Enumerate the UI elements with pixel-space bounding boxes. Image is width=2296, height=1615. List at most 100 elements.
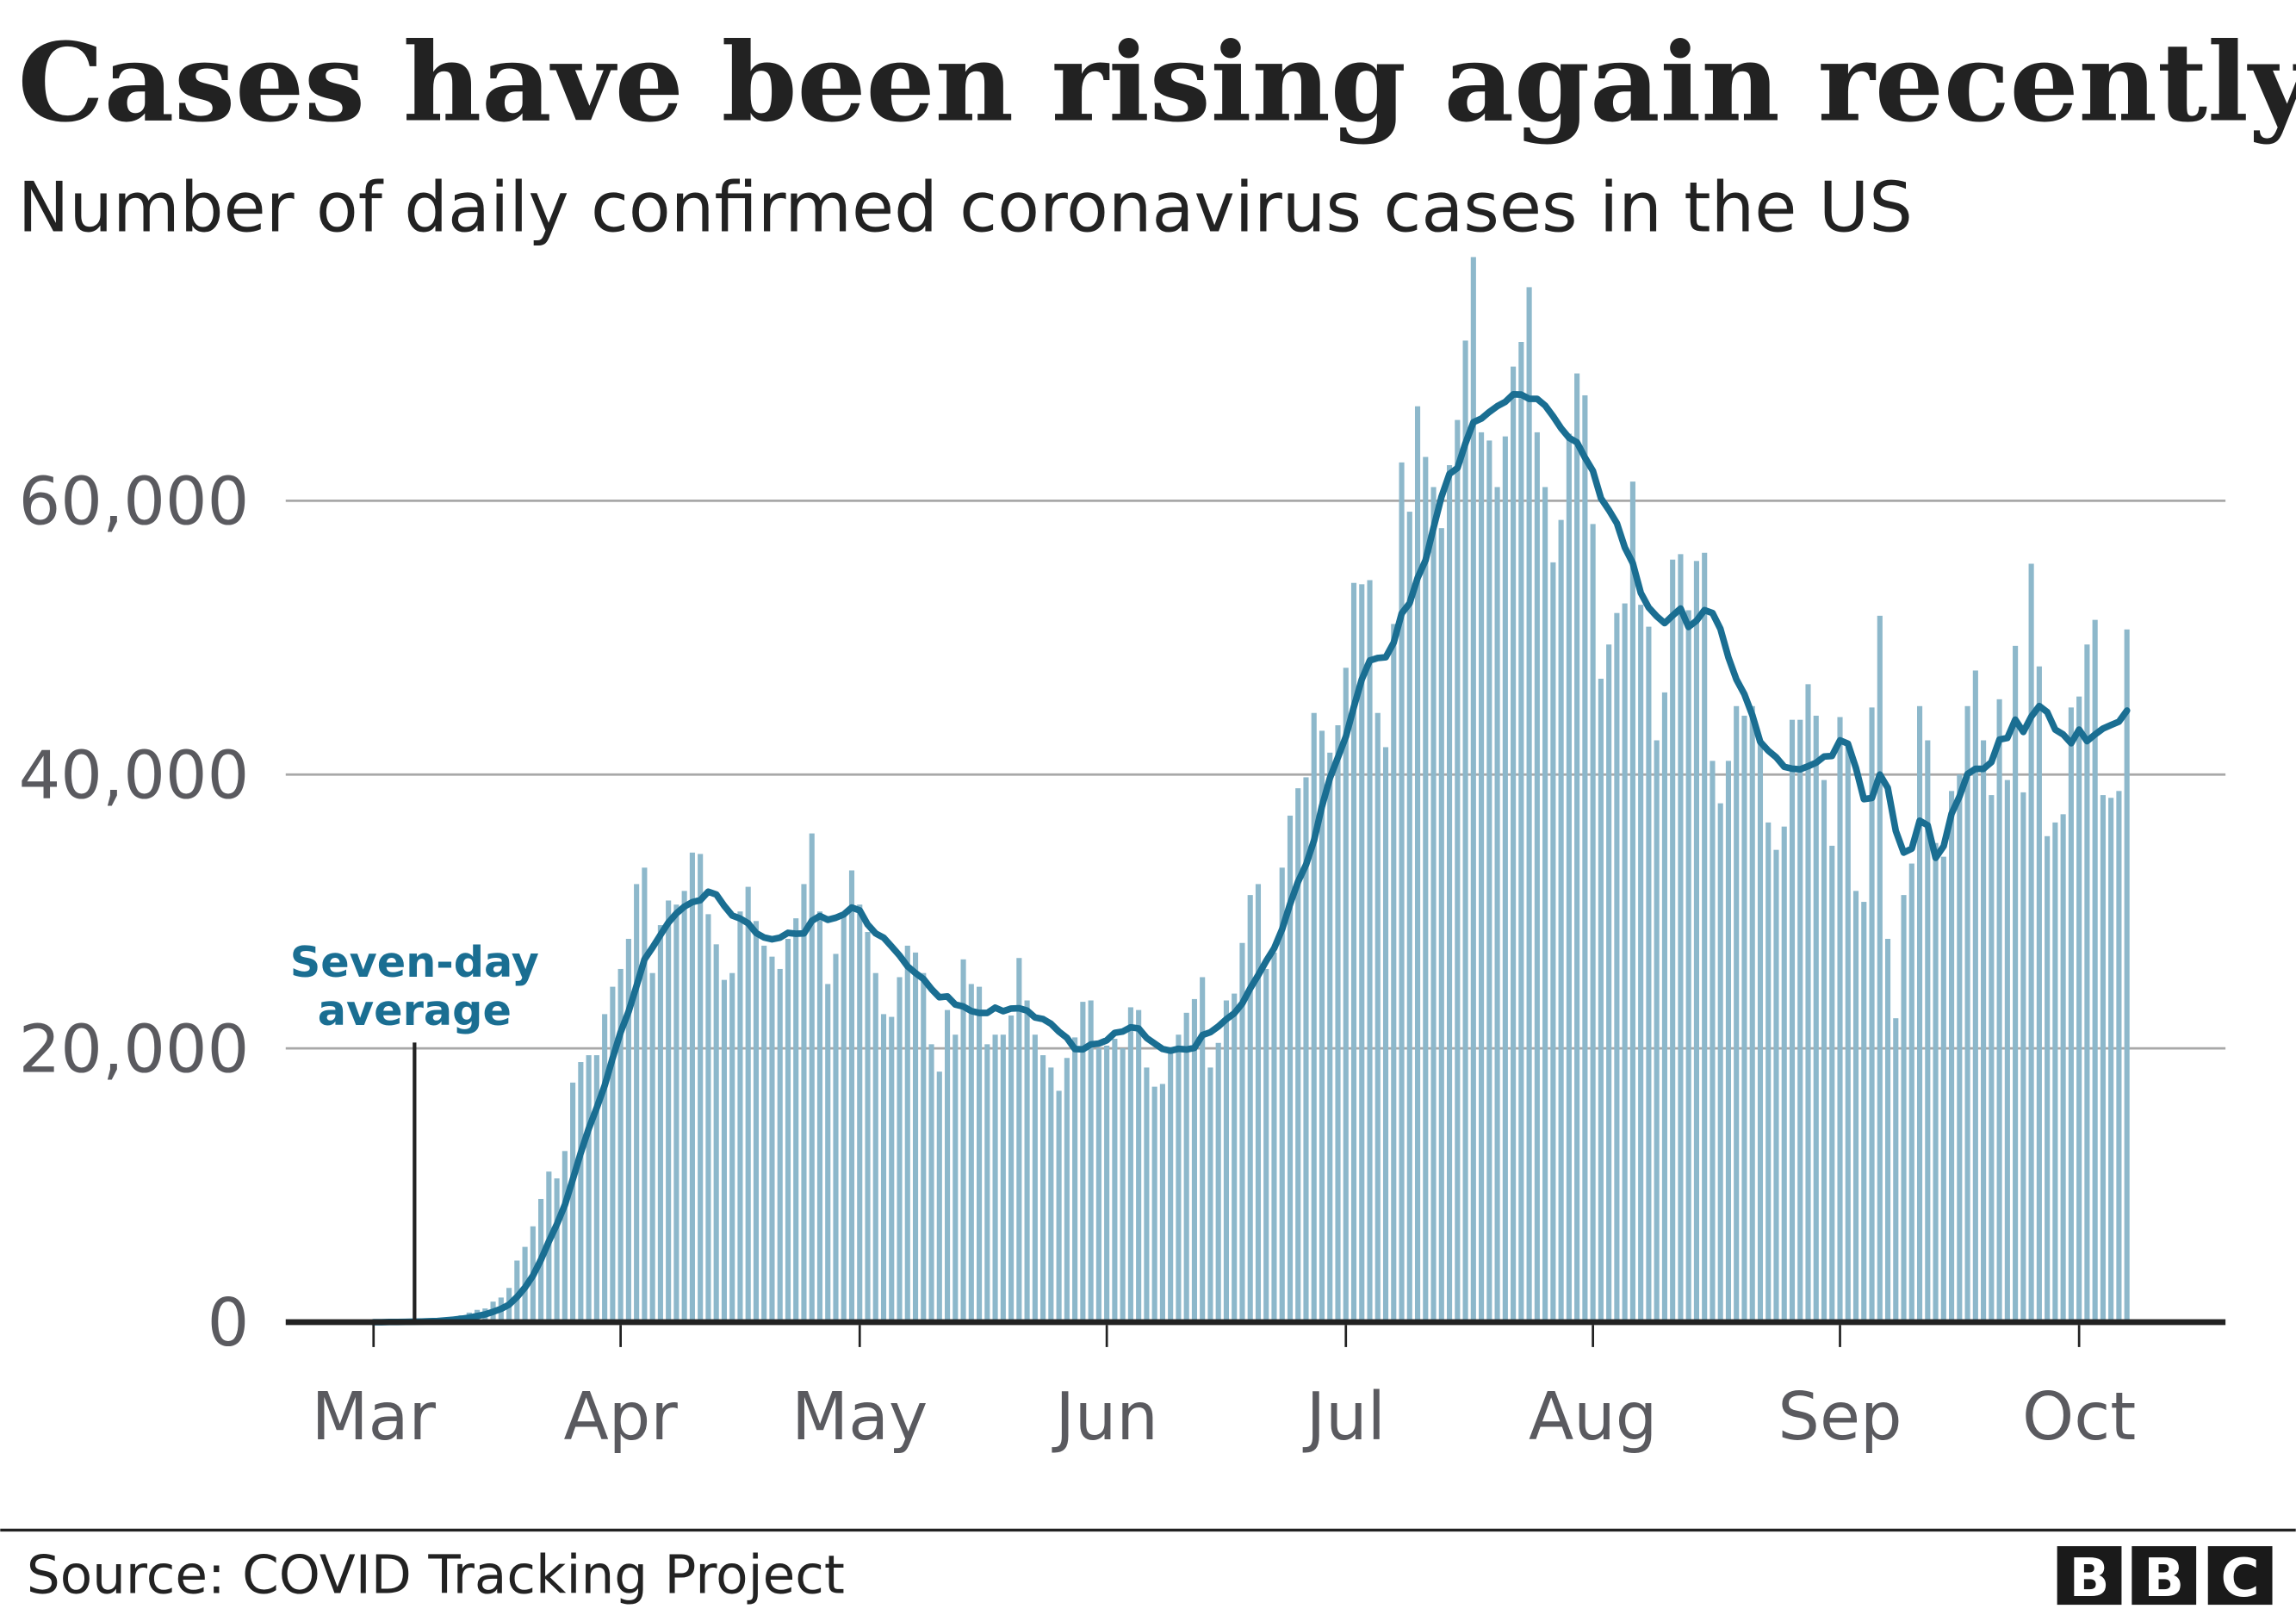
bar-day [1829, 845, 1835, 1323]
y-tick-label: 40,000 [19, 737, 250, 814]
bar-day [593, 1055, 599, 1323]
bar-day [1200, 977, 1206, 1323]
bar-day [1590, 524, 1596, 1323]
bar-day [857, 904, 863, 1323]
bar-day [960, 959, 966, 1323]
bar-day [2108, 798, 2114, 1323]
bar-day [1852, 891, 1859, 1323]
bar-day [1781, 826, 1787, 1323]
bar-day [2052, 822, 2058, 1323]
bar-day [1000, 1034, 1006, 1323]
x-tick-label: Aug [1529, 1379, 1657, 1456]
source-text: Source: COVID Tracking Project [27, 1545, 845, 1606]
bar-day [1064, 1058, 1070, 1323]
bar-day [2092, 619, 2098, 1323]
bar-day [1702, 552, 1708, 1323]
bar-day [1725, 761, 1732, 1323]
bar-day [848, 870, 855, 1323]
bar-day [1606, 644, 1612, 1323]
bar-day [1861, 902, 1867, 1323]
bar-day [721, 979, 727, 1323]
bar-day [825, 984, 831, 1323]
bar-day [1502, 436, 1508, 1323]
bar-day [904, 945, 910, 1323]
svg-text:C: C [2221, 1548, 2260, 1609]
bar-day [761, 945, 767, 1323]
bar-day [1773, 849, 1779, 1323]
bar-day [1462, 340, 1468, 1323]
bar-day [642, 867, 648, 1323]
bar-day [865, 932, 871, 1323]
bar-day [1359, 584, 1365, 1323]
bar-day [1582, 394, 1588, 1323]
bar-day [1542, 487, 1548, 1323]
bar-day [1805, 684, 1811, 1323]
bar-day [1877, 615, 1883, 1323]
y-tick-label: 0 [208, 1285, 250, 1362]
bar-day [1470, 257, 1476, 1323]
bar-day [1566, 433, 1572, 1323]
bar-day [1869, 707, 1875, 1323]
bar-day [689, 852, 695, 1323]
bar-day [769, 956, 775, 1323]
bar-day [1303, 777, 1309, 1323]
bar-day [1176, 1034, 1182, 1323]
bar-day [1223, 1000, 1230, 1323]
bar-day [897, 977, 903, 1323]
bar-day [625, 938, 631, 1323]
bar-day [1614, 612, 1620, 1323]
bar-day [1024, 1000, 1030, 1323]
bar-day [1717, 803, 1723, 1323]
bar-day [816, 911, 823, 1323]
bar-day [1255, 884, 1262, 1323]
bar-day [1646, 626, 1652, 1323]
bar-day [1741, 715, 1747, 1323]
bar-day [1518, 341, 1524, 1323]
bar-day [1598, 678, 1604, 1323]
bar-day [1685, 610, 1691, 1323]
annotation-label-line1: Seven-day [290, 937, 539, 987]
bar-day [602, 1014, 608, 1323]
y-tick-label: 60,000 [19, 464, 250, 541]
bar-day [1638, 605, 1644, 1323]
bar-day [1215, 1042, 1221, 1323]
bar-day [2124, 629, 2130, 1323]
bar-day [1279, 867, 1285, 1323]
bar-day [1550, 562, 1556, 1323]
bar-day [912, 952, 919, 1323]
bar-day [1088, 1000, 1094, 1323]
svg-text:B: B [2070, 1548, 2110, 1609]
bar-day [1438, 528, 1444, 1323]
bar-day [1957, 774, 1963, 1323]
x-tick-label: Jul [1303, 1379, 1386, 1456]
x-axis-ticks: Mar Apr May Jun Jul Aug Sep Oct [312, 1325, 2136, 1456]
bar-day [1940, 856, 1946, 1323]
bar-day [928, 1044, 934, 1323]
bar-day [1391, 624, 1397, 1323]
bar-day [1526, 287, 1532, 1323]
bar-day [1239, 942, 1245, 1323]
bar-day [809, 833, 815, 1323]
bar-day [1574, 373, 1580, 1323]
bar-day [634, 884, 640, 1323]
bar-day [1247, 895, 1253, 1323]
bar-day [649, 972, 655, 1323]
bar-day [1972, 670, 1978, 1323]
bar-day [872, 972, 878, 1323]
bar-day [2020, 792, 2026, 1323]
bar-day [1207, 1067, 1213, 1323]
bar-day [1534, 432, 1540, 1323]
y-tick-label: 20,000 [19, 1011, 250, 1088]
bar-day [1080, 1002, 1086, 1323]
bar-day [2100, 795, 2106, 1323]
bar-day [968, 984, 974, 1323]
bar-day [1558, 519, 1564, 1323]
bar-day [1797, 719, 1803, 1323]
bar-day [984, 1044, 990, 1323]
bar-day [880, 1014, 887, 1323]
bar-day [1949, 791, 1955, 1323]
bar-day [1757, 740, 1764, 1323]
bar-day [705, 914, 711, 1323]
bar-day [1319, 730, 1325, 1323]
bar-day [1414, 406, 1421, 1323]
